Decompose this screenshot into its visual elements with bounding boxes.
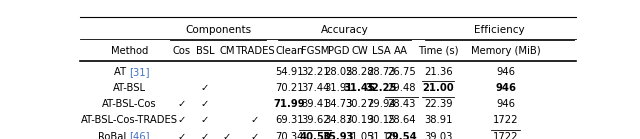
Text: RoBal: RoBal (98, 131, 129, 139)
Text: 54.91: 54.91 (275, 67, 303, 77)
Text: 1722: 1722 (493, 131, 518, 139)
Text: 31.10: 31.10 (367, 131, 396, 139)
Text: AT-BSL-Cos: AT-BSL-Cos (102, 99, 157, 109)
Text: ✓: ✓ (177, 116, 186, 126)
Text: BSL: BSL (196, 46, 214, 56)
Text: 30.15: 30.15 (367, 116, 396, 126)
Text: 29.54: 29.54 (385, 131, 417, 139)
Text: TRADES: TRADES (235, 46, 275, 56)
Text: CM: CM (219, 46, 235, 56)
Text: 31.45: 31.45 (344, 83, 376, 93)
Text: Cos: Cos (173, 46, 191, 56)
Text: 31.91: 31.91 (324, 83, 353, 93)
Text: ✓: ✓ (177, 99, 186, 109)
Text: Time (s): Time (s) (418, 46, 458, 56)
Text: 39.62: 39.62 (301, 116, 330, 126)
Text: 28.28: 28.28 (346, 67, 374, 77)
Text: 28.64: 28.64 (387, 116, 415, 126)
Text: 30.27: 30.27 (346, 99, 374, 109)
Text: 29.48: 29.48 (387, 83, 415, 93)
Text: AA: AA (394, 46, 408, 56)
Text: [31]: [31] (129, 67, 150, 77)
Text: 28.05: 28.05 (324, 67, 353, 77)
Text: 69.31: 69.31 (275, 116, 303, 126)
Text: ✓: ✓ (223, 131, 231, 139)
Text: Efficiency: Efficiency (474, 24, 524, 34)
Text: Clean: Clean (275, 46, 303, 56)
Text: 29.94: 29.94 (367, 99, 396, 109)
Text: 35.93: 35.93 (323, 131, 354, 139)
Text: ✓: ✓ (201, 131, 209, 139)
Text: 946: 946 (496, 99, 515, 109)
Text: 30.19: 30.19 (346, 116, 374, 126)
Text: 32.21: 32.21 (301, 67, 330, 77)
Text: 37.44: 37.44 (301, 83, 330, 93)
Text: 38.91: 38.91 (424, 116, 452, 126)
Text: PGD: PGD (328, 46, 349, 56)
Text: 22.39: 22.39 (424, 99, 452, 109)
Text: 34.73: 34.73 (324, 99, 353, 109)
Text: 70.21: 70.21 (275, 83, 303, 93)
Text: ✓: ✓ (250, 116, 259, 126)
Text: 40.50: 40.50 (300, 131, 331, 139)
Text: AT-BSL-Cos-TRADES: AT-BSL-Cos-TRADES (81, 116, 178, 126)
Text: AT-BSL: AT-BSL (113, 83, 146, 93)
Text: FGSM: FGSM (301, 46, 330, 56)
Text: ✓: ✓ (201, 83, 209, 93)
Text: LSA: LSA (372, 46, 390, 56)
Text: ✓: ✓ (201, 99, 209, 109)
Text: Accuracy: Accuracy (321, 24, 369, 34)
Text: 70.34: 70.34 (275, 131, 303, 139)
Text: ✓: ✓ (177, 131, 186, 139)
Text: CW: CW (351, 46, 368, 56)
Text: Components: Components (185, 24, 251, 34)
Text: 946: 946 (495, 83, 516, 93)
Text: 1722: 1722 (493, 116, 518, 126)
Text: ✓: ✓ (250, 131, 259, 139)
Text: AT: AT (115, 67, 129, 77)
Text: 31.05: 31.05 (346, 131, 374, 139)
Text: [46]: [46] (129, 131, 150, 139)
Text: 28.73: 28.73 (367, 67, 396, 77)
Text: 39.03: 39.03 (424, 131, 452, 139)
Text: 71.99: 71.99 (273, 99, 305, 109)
Text: ✓: ✓ (201, 116, 209, 126)
Text: 21.00: 21.00 (422, 83, 454, 93)
Text: Memory (MiB): Memory (MiB) (471, 46, 540, 56)
Text: 39.41: 39.41 (301, 99, 330, 109)
Text: 946: 946 (496, 67, 515, 77)
Text: 26.75: 26.75 (387, 67, 416, 77)
Text: 34.87: 34.87 (324, 116, 353, 126)
Text: 21.36: 21.36 (424, 67, 452, 77)
Text: 32.25: 32.25 (365, 83, 397, 93)
Text: Method: Method (111, 46, 148, 56)
Text: 28.43: 28.43 (387, 99, 415, 109)
